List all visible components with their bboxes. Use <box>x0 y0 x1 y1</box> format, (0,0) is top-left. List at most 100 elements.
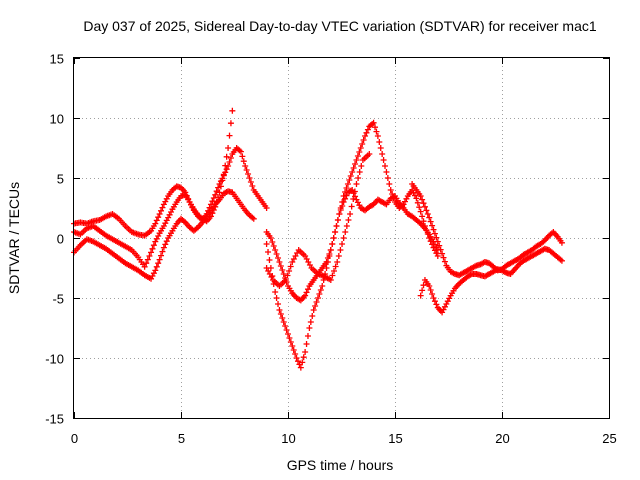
data-point <box>162 198 169 205</box>
grid <box>74 58 609 418</box>
data-point <box>446 295 453 302</box>
data-point <box>439 250 446 257</box>
data-point <box>249 183 256 189</box>
data-point <box>431 230 438 237</box>
data-point <box>307 319 314 325</box>
data-point <box>280 319 287 325</box>
data-point <box>229 107 236 114</box>
data-point <box>237 148 244 155</box>
data-point <box>332 229 339 235</box>
data-point <box>243 167 250 173</box>
data-point <box>386 181 393 187</box>
data-point <box>286 268 293 274</box>
data-point <box>269 239 276 245</box>
data-point <box>317 287 324 293</box>
data-point <box>324 255 331 261</box>
data-point <box>426 283 433 289</box>
data-point <box>227 155 234 161</box>
data-point <box>303 289 310 296</box>
data-point <box>275 255 282 261</box>
data-point <box>427 218 434 225</box>
data-point <box>153 263 160 270</box>
data-point <box>364 126 371 133</box>
data-point <box>148 249 155 256</box>
axis-ticks: 0 5 10 15 20 25 -15 -10 -5 0 5 10 15 <box>45 52 617 447</box>
data-point <box>333 223 340 229</box>
x-axis-label: GPS time / hours <box>287 457 394 473</box>
data-point <box>222 162 229 169</box>
data-point <box>160 244 167 251</box>
data-point <box>331 268 338 274</box>
data-point <box>343 185 350 191</box>
y-tick-label: 0 <box>57 232 64 247</box>
y-tick-label: -5 <box>52 292 64 307</box>
data-point <box>360 137 367 143</box>
data-point <box>340 199 347 205</box>
series-track-g <box>409 181 565 279</box>
data-point <box>309 313 316 319</box>
data-point <box>246 175 253 181</box>
data-point <box>383 169 390 175</box>
data-point <box>226 132 233 139</box>
data-point <box>155 214 162 221</box>
y-tick-label: -10 <box>45 352 64 367</box>
data-point <box>430 226 437 233</box>
data-point <box>250 215 257 222</box>
data-point <box>150 270 157 277</box>
data-point <box>156 256 163 263</box>
data-point <box>263 205 270 211</box>
data-point <box>340 235 347 241</box>
data-point <box>327 277 334 283</box>
data-point <box>227 120 234 127</box>
data-point <box>279 315 286 321</box>
data-point <box>356 202 363 209</box>
data-point <box>153 235 160 242</box>
data-point <box>300 354 307 361</box>
data-point <box>267 235 274 241</box>
data-point <box>353 157 360 163</box>
data-point <box>387 187 394 193</box>
y-tick-label: 5 <box>57 172 64 187</box>
data-point <box>155 233 162 239</box>
data-point <box>166 211 173 218</box>
series-track-f <box>263 151 373 289</box>
data-point <box>370 119 377 126</box>
data-point <box>427 287 434 293</box>
data-point <box>283 327 290 333</box>
data-point <box>346 177 353 183</box>
data-point <box>431 241 438 248</box>
x-tick-label: 20 <box>495 431 509 446</box>
x-tick-label: 0 <box>71 431 78 446</box>
data-point <box>434 238 441 245</box>
data-point <box>334 217 341 223</box>
y-tick-label: 10 <box>50 112 64 127</box>
data-point <box>285 331 291 337</box>
data-point <box>558 257 565 264</box>
data-point <box>444 298 451 305</box>
data-point <box>294 358 301 365</box>
data-point <box>219 177 226 184</box>
data-point <box>316 291 323 297</box>
data-point <box>282 277 289 283</box>
data-point <box>270 243 277 249</box>
data-point <box>417 208 424 215</box>
x-tick-label: 25 <box>602 431 616 446</box>
data-point <box>226 159 233 165</box>
data-point <box>313 299 320 305</box>
data-point <box>152 238 159 245</box>
data-point <box>434 253 441 259</box>
y-tick-label: -15 <box>45 412 64 427</box>
data-point <box>417 292 424 299</box>
data-point <box>421 203 428 210</box>
data-point <box>358 163 365 169</box>
data-point <box>319 283 326 289</box>
data-point <box>303 341 310 347</box>
data-point <box>416 204 423 211</box>
data-point <box>156 211 163 217</box>
data-point <box>150 242 157 249</box>
chart-title: Day 037 of 2025, Sidereal Day-to-day VTE… <box>83 18 596 34</box>
data-point <box>334 259 341 265</box>
data-point <box>349 169 356 175</box>
data-point <box>362 133 369 139</box>
